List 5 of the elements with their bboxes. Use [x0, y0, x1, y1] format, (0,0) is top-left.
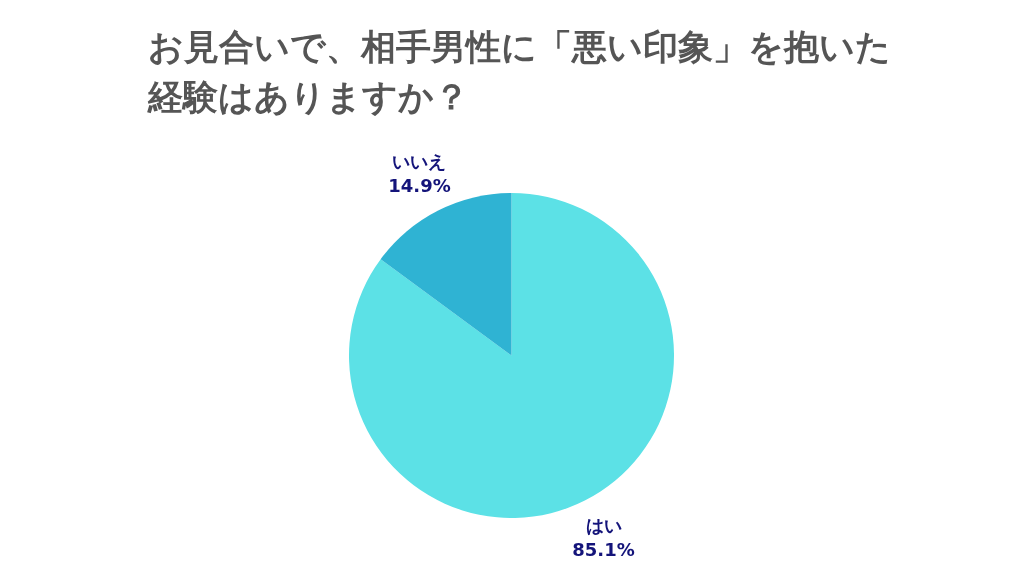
data-label: 14.9% — [388, 175, 451, 196]
chart-title: お見合いで、相手男性に「悪い印象」を抱いた経験はありますか？ — [148, 26, 892, 119]
slice-label: いいえ — [392, 151, 447, 172]
data-label: 85.1% — [572, 539, 635, 560]
slice-label: はい — [585, 515, 622, 536]
